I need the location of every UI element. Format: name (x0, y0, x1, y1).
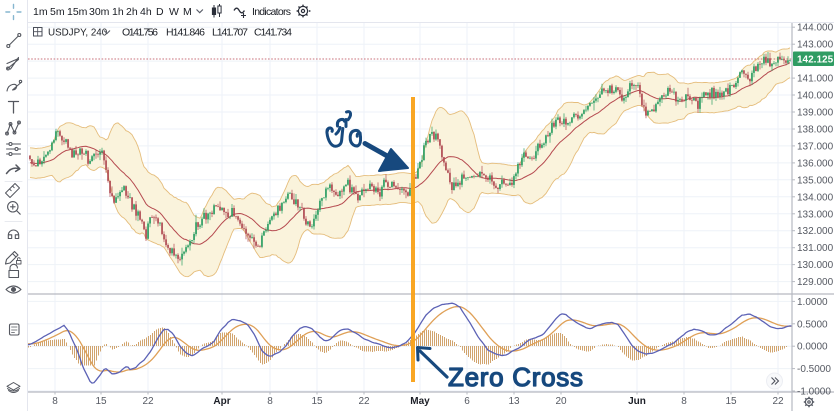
svg-text:4h: 4h (140, 6, 152, 18)
svg-text:1h: 1h (112, 6, 124, 18)
svg-text:6: 6 (464, 396, 470, 407)
svg-text:30m: 30m (89, 6, 110, 18)
svg-text:1m: 1m (33, 6, 48, 18)
svg-text:Jun: Jun (628, 396, 646, 407)
svg-text:129.000: 129.000 (797, 277, 834, 288)
svg-text:C141.734: C141.734 (254, 27, 292, 39)
svg-text:M: M (183, 6, 192, 18)
svg-text:134.000: 134.000 (797, 192, 834, 203)
svg-text:Apr: Apr (213, 396, 230, 407)
svg-text:USDJPY, 240: USDJPY, 240 (48, 28, 108, 39)
svg-text:130.000: 130.000 (797, 260, 834, 271)
svg-text:137.000: 137.000 (797, 141, 834, 152)
svg-text:8: 8 (681, 396, 687, 407)
svg-text:Indicators: Indicators (252, 6, 291, 18)
svg-text:15m: 15m (67, 6, 88, 18)
svg-text:141.000: 141.000 (797, 74, 834, 85)
svg-text:140.000: 140.000 (797, 91, 834, 102)
svg-text:1.0000: 1.0000 (797, 297, 828, 308)
svg-text:139.000: 139.000 (797, 108, 834, 119)
svg-text:138.000: 138.000 (797, 125, 834, 136)
svg-text:135.000: 135.000 (797, 175, 834, 186)
svg-text:D: D (156, 6, 164, 18)
svg-text:22: 22 (358, 396, 370, 407)
svg-text:H141.846: H141.846 (166, 27, 205, 39)
svg-text:-0.5000: -0.5000 (797, 364, 831, 375)
svg-text:O141.756: O141.756 (122, 27, 158, 39)
svg-text:22: 22 (772, 396, 784, 407)
svg-text:136.000: 136.000 (797, 158, 834, 169)
svg-text:142.125: 142.125 (797, 55, 834, 66)
svg-text:133.000: 133.000 (797, 209, 834, 220)
svg-text:144.000: 144.000 (797, 23, 834, 34)
svg-text:8: 8 (267, 396, 273, 407)
svg-text:-1.0000: -1.0000 (797, 387, 831, 398)
svg-text:L141.707: L141.707 (212, 27, 248, 39)
svg-text:15: 15 (95, 396, 107, 407)
svg-text:0.0000: 0.0000 (797, 342, 828, 353)
svg-text:20: 20 (555, 396, 567, 407)
svg-text:8: 8 (52, 396, 58, 407)
svg-text:15: 15 (725, 396, 737, 407)
svg-text:5m: 5m (50, 6, 65, 18)
svg-text:W: W (169, 6, 179, 18)
svg-text:15: 15 (311, 396, 323, 407)
svg-text:Zero Cross: Zero Cross (448, 362, 583, 392)
svg-text:13: 13 (508, 396, 520, 407)
svg-text:132.000: 132.000 (797, 226, 834, 237)
svg-text:143.000: 143.000 (797, 40, 834, 51)
svg-text:2h: 2h (126, 6, 138, 18)
svg-text:0.5000: 0.5000 (797, 319, 828, 330)
svg-text:22: 22 (142, 396, 154, 407)
svg-text:131.000: 131.000 (797, 243, 834, 254)
svg-text:May: May (410, 396, 430, 407)
